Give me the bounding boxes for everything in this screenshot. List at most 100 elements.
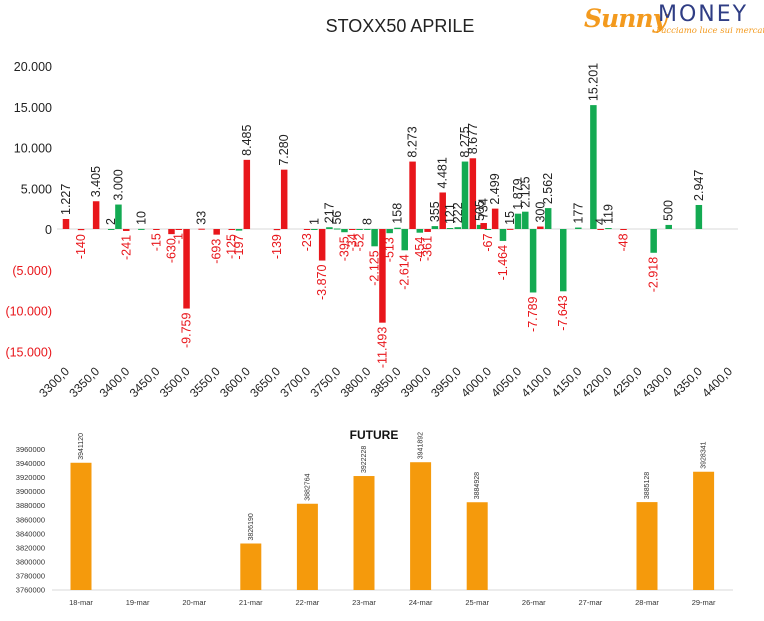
y-tick-label: 20.000 <box>14 60 52 74</box>
data-label: 3922228 <box>361 446 368 473</box>
data-label: 8.273 <box>406 126 420 157</box>
bar <box>461 161 469 229</box>
x-tick-label: 3650,0 <box>247 364 283 400</box>
bar <box>431 226 439 229</box>
logo-tagline: Facciamo luce sui mercati <box>656 26 764 36</box>
chart-title: STOXX50 APRILE <box>326 16 475 36</box>
x-tick-label: 3350,0 <box>66 364 102 400</box>
bar <box>70 462 92 590</box>
x-tick-label: 3600,0 <box>217 364 253 400</box>
y-tick-label: 10.000 <box>14 142 52 156</box>
y-tick-label: 3860000 <box>16 515 45 524</box>
data-label: -7.789 <box>526 296 540 331</box>
x-tick-label: 4400,0 <box>699 364 735 400</box>
data-label: -2.614 <box>398 254 412 289</box>
data-label: 33 <box>195 211 209 225</box>
data-label: -1 <box>172 233 186 244</box>
data-label: -693 <box>210 239 224 264</box>
bar <box>394 227 401 229</box>
x-tick-label: 3550,0 <box>187 364 223 400</box>
bar <box>424 229 431 232</box>
data-label: 2.499 <box>488 173 502 204</box>
bar <box>466 502 488 590</box>
bar <box>650 229 657 253</box>
x-tick-label: 3950,0 <box>428 364 464 400</box>
bar <box>123 229 130 231</box>
bar <box>469 158 477 229</box>
x-tick-label: 23-mar <box>352 598 376 607</box>
logo-script-text: Sunny <box>584 4 667 33</box>
data-label: -3.870 <box>315 265 329 300</box>
bar <box>228 229 235 231</box>
data-label: 1 <box>307 218 321 225</box>
data-label: 2.562 <box>541 173 555 204</box>
x-tick-label: 22-mar <box>296 598 320 607</box>
x-tick-label: 26-mar <box>522 598 546 607</box>
x-tick-label: 4150,0 <box>549 364 585 400</box>
data-label: 3941892 <box>418 432 425 459</box>
x-tick-label: 4250,0 <box>609 364 645 400</box>
data-label: -52 <box>353 233 367 251</box>
bar <box>326 227 333 229</box>
data-label: -15 <box>149 233 163 251</box>
bar <box>341 229 348 233</box>
bar <box>416 229 424 233</box>
data-label: -361 <box>421 236 435 261</box>
y-tick-label: (5.000) <box>12 264 52 278</box>
x-tick-label: 25-mar <box>465 598 489 607</box>
y-tick-label: 5.000 <box>21 182 52 196</box>
bar <box>62 218 70 229</box>
data-label: -395 <box>337 236 351 261</box>
bar <box>235 229 243 231</box>
bar <box>153 229 160 230</box>
data-label: 500 <box>662 200 676 221</box>
data-label: 3885128 <box>644 472 651 499</box>
bar <box>401 229 408 251</box>
bar <box>213 229 220 235</box>
bar <box>597 228 604 230</box>
data-label: 1.227 <box>59 184 73 215</box>
x-tick-label: 3450,0 <box>127 364 163 400</box>
data-label: 10 <box>134 211 148 225</box>
y-tick-label: 3880000 <box>16 501 45 510</box>
y-tick-label: 15.000 <box>14 101 52 115</box>
bar <box>296 503 318 590</box>
future-chart: FUTURE 3960000 3940000 3920000 3900000 388000… <box>16 428 733 607</box>
bar <box>439 192 446 229</box>
bar <box>183 229 190 309</box>
bar <box>506 228 514 230</box>
y-tick-label: 3760000 <box>16 586 45 595</box>
x-tick-label: 4000,0 <box>458 364 494 400</box>
x-tick-label: 3800,0 <box>338 364 374 400</box>
bar <box>318 229 326 261</box>
y-tick-label: 3780000 <box>16 571 45 580</box>
data-label: 3.405 <box>89 166 103 197</box>
data-label: 3882764 <box>304 473 311 500</box>
x-tick-label: 29-mar <box>692 598 716 607</box>
brand-logo: Sunny MONEY Facciamo luce sui mercati <box>584 2 764 42</box>
data-label: -2.918 <box>647 257 661 292</box>
bar <box>243 159 251 229</box>
data-label: 7.280 <box>277 134 291 165</box>
logo-word-text: MONEY <box>658 2 749 27</box>
x-tick-label: 4100,0 <box>518 364 554 400</box>
data-label: 3928341 <box>701 441 708 468</box>
bar <box>353 476 375 590</box>
bar <box>198 228 205 230</box>
x-tick-label: 4300,0 <box>639 364 675 400</box>
bar <box>168 229 175 235</box>
bar <box>280 169 288 229</box>
x-tick-label: 4350,0 <box>669 364 705 400</box>
bar <box>560 229 567 292</box>
bar <box>303 229 311 230</box>
data-label: 2.947 <box>692 170 706 201</box>
x-tick-label: 3750,0 <box>307 364 343 400</box>
y-tick-label: (15.000) <box>5 345 52 359</box>
stoxx50-options-chart: STOXX50 APRILE 20.000 15.000 10.000 5.000 0 (5… <box>5 16 738 400</box>
data-label: -48 <box>617 233 631 251</box>
y-tick-label: 3820000 <box>16 543 45 552</box>
y-tick-label: 3940000 <box>16 459 45 468</box>
data-label: 734 <box>477 198 491 219</box>
bar <box>529 229 537 293</box>
